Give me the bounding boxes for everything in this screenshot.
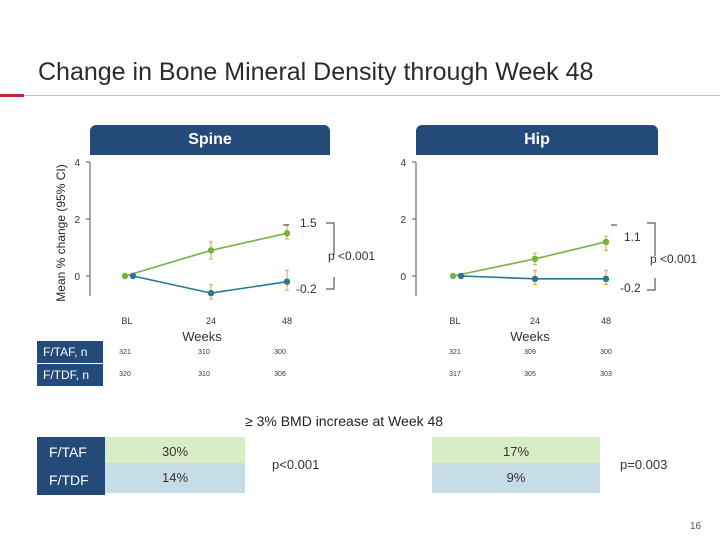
data-point-taf xyxy=(531,255,539,263)
slide-title: Change in Bone Mineral Density through W… xyxy=(38,58,594,86)
bracket xyxy=(326,222,335,255)
data-point-tdf xyxy=(129,272,137,280)
bmd-table-title: ≥ 3% BMD increase at Week 48 xyxy=(245,413,444,429)
n-value: 321 xyxy=(119,349,131,356)
n-value: 305 xyxy=(524,371,536,378)
data-point-tdf xyxy=(283,278,291,285)
bracket xyxy=(647,222,656,256)
n-value: 317 xyxy=(449,371,461,378)
y-tick-label: 2 xyxy=(74,215,80,226)
y-tick-label: 4 xyxy=(400,158,406,169)
n-value: 306 xyxy=(274,371,286,378)
bmd-hip-tdf: 9% xyxy=(432,463,600,493)
chart-annotation: 1.5 xyxy=(300,216,317,230)
chart-annotation: -0.2 xyxy=(620,281,641,295)
data-point-tdf xyxy=(457,272,465,280)
chart-annotation: 1.1 xyxy=(624,230,641,244)
bmd-hip-taf: 17% xyxy=(432,437,600,467)
x-tick-label: 48 xyxy=(282,316,292,326)
y-tick-label: 4 xyxy=(74,158,80,169)
title-divider xyxy=(24,95,720,96)
n-value: 300 xyxy=(274,349,286,356)
x-tick-label: BL xyxy=(449,316,460,326)
chart-annotation: -0.2 xyxy=(296,282,317,296)
n-value: 300 xyxy=(600,349,612,356)
x-axis-label: Weeks xyxy=(510,329,550,344)
x-tick-label: BL xyxy=(121,316,132,326)
n-value: 310 xyxy=(198,349,210,356)
n-value: 321 xyxy=(449,349,461,356)
title-accent-rule xyxy=(0,94,24,97)
n-row-label-taf: F/TAF, n xyxy=(37,341,103,363)
series-line-taf xyxy=(124,232,288,277)
bmd-row-label-tdf: F/TDF xyxy=(37,465,105,495)
hip-p-value: p=0.003 xyxy=(620,457,668,472)
data-point-taf xyxy=(602,238,610,245)
n-value: 310 xyxy=(198,371,210,378)
data-point-taf xyxy=(207,247,215,254)
x-tick-label: 24 xyxy=(206,316,216,326)
y-tick-label: 2 xyxy=(400,215,406,226)
bracket xyxy=(326,277,335,290)
x-axis-label: Weeks xyxy=(182,329,222,344)
x-tick-label: 48 xyxy=(601,316,611,326)
chart-annotation: p <0.001 xyxy=(650,252,697,266)
spine-p-value: p<0.001 xyxy=(272,457,320,472)
bmd-spine-taf: 30% xyxy=(105,437,245,467)
data-point-taf xyxy=(449,272,457,280)
bracket xyxy=(647,278,656,291)
data-point-taf xyxy=(283,230,291,237)
bmd-spine-tdf: 14% xyxy=(105,463,245,493)
n-value: 303 xyxy=(600,371,612,378)
page-number: 16 xyxy=(690,521,702,532)
hip-panel-header: Hip xyxy=(416,125,658,155)
y-tick-label: 0 xyxy=(74,272,80,283)
data-point-taf xyxy=(121,272,129,280)
n-value: 309 xyxy=(524,349,536,356)
chart-annotation: p <0.001 xyxy=(328,249,375,263)
y-tick-label: 0 xyxy=(400,272,406,283)
data-point-tdf xyxy=(602,275,610,283)
bmd-row-label-taf: F/TAF xyxy=(37,437,105,467)
x-tick-label: 24 xyxy=(530,316,540,326)
data-point-tdf xyxy=(207,289,215,297)
data-point-tdf xyxy=(531,275,539,283)
n-value: 320 xyxy=(119,371,131,378)
series-line-taf xyxy=(452,241,607,277)
spine-panel-header: Spine xyxy=(90,125,330,155)
n-row-label-tdf: F/TDF, n xyxy=(37,364,103,386)
